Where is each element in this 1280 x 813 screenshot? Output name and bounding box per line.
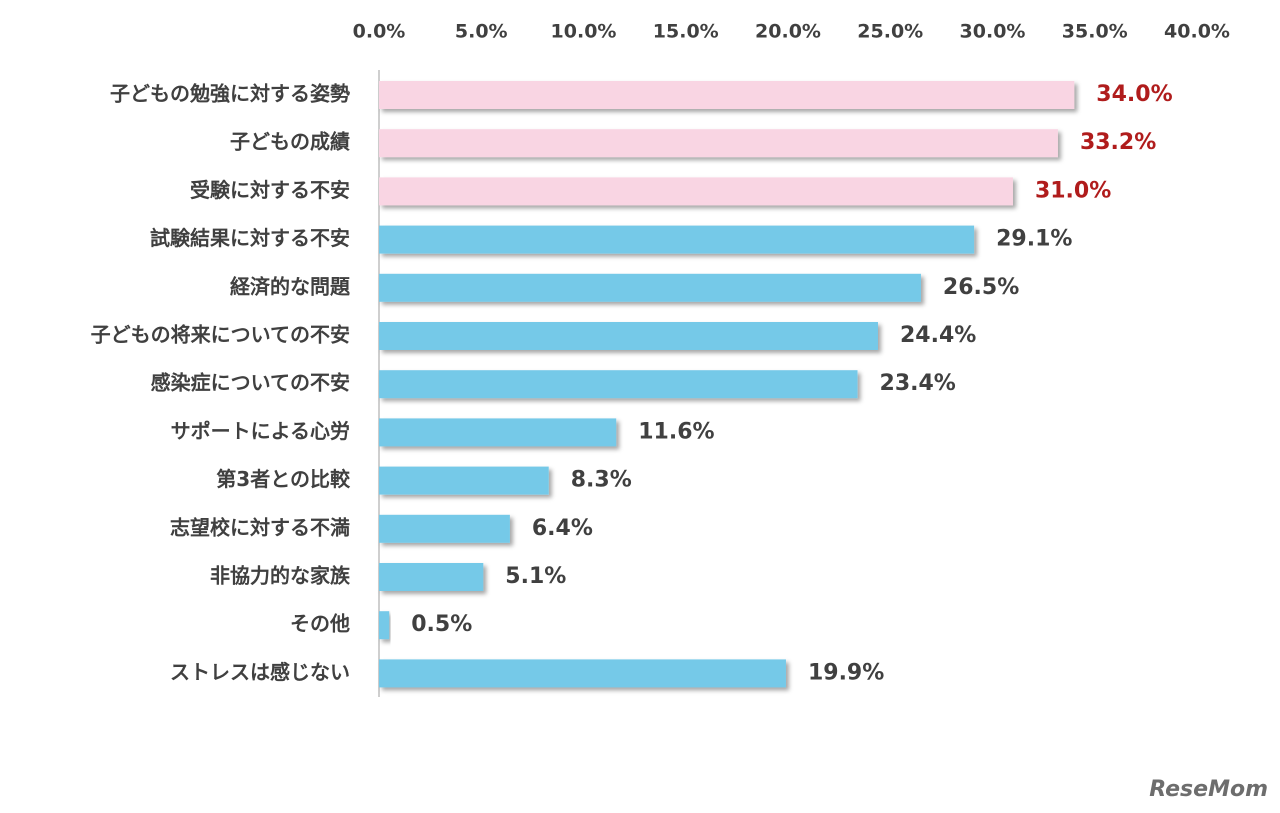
value-label: 6.4% bbox=[532, 516, 593, 541]
bar bbox=[379, 370, 858, 399]
bar bbox=[379, 81, 1075, 109]
value-label: 24.4% bbox=[900, 323, 976, 348]
bar bbox=[379, 322, 878, 350]
y-tick-label: サポートによる心労 bbox=[171, 419, 350, 443]
y-tick-label: 第3者との比較 bbox=[216, 467, 351, 491]
y-tick-label: 経済的な問題 bbox=[230, 274, 351, 298]
watermark: ReseMom bbox=[1149, 777, 1268, 802]
x-tick-label: 0.0% bbox=[353, 21, 406, 43]
y-tick-label: 志望校に対する不満 bbox=[170, 515, 350, 539]
x-tick-label: 40.0% bbox=[1164, 21, 1230, 43]
bar bbox=[379, 273, 921, 302]
x-tick-label: 5.0% bbox=[455, 21, 508, 43]
y-tick-label: 子どもの勉強に対する姿勢 bbox=[110, 82, 350, 106]
x-tick-label: 30.0% bbox=[960, 21, 1026, 43]
y-tick-label: その他 bbox=[290, 612, 350, 636]
bar bbox=[379, 177, 1013, 206]
x-tick-label: 35.0% bbox=[1062, 21, 1128, 43]
value-label: 0.5% bbox=[411, 612, 472, 637]
y-tick-label: 受験に対する不安 bbox=[190, 178, 350, 202]
y-tick-label: 子どもの成績 bbox=[230, 130, 350, 154]
bar bbox=[379, 418, 617, 447]
bar bbox=[379, 514, 510, 543]
value-label: 33.2% bbox=[1080, 130, 1156, 155]
y-tick-label: 子どもの将来についての不安 bbox=[91, 323, 350, 347]
x-tick-label: 15.0% bbox=[653, 21, 719, 43]
bar bbox=[379, 563, 484, 591]
value-label: 34.0% bbox=[1096, 82, 1172, 107]
value-label: 23.4% bbox=[880, 371, 956, 396]
bar bbox=[379, 225, 975, 254]
y-tick-label: 試験結果に対する不安 bbox=[150, 226, 350, 250]
value-label: 26.5% bbox=[943, 275, 1019, 300]
value-label: 29.1% bbox=[996, 227, 1072, 252]
x-tick-label: 10.0% bbox=[551, 21, 617, 43]
bar bbox=[379, 611, 390, 640]
value-label: 8.3% bbox=[571, 468, 632, 493]
bar bbox=[379, 129, 1058, 158]
value-label: 31.0% bbox=[1035, 178, 1111, 203]
y-tick-label: 非協力的な家族 bbox=[210, 564, 351, 588]
bar bbox=[379, 466, 549, 495]
x-tick-label: 20.0% bbox=[755, 21, 821, 43]
x-tick-label: 25.0% bbox=[857, 21, 923, 43]
value-label: 19.9% bbox=[808, 660, 884, 685]
y-tick-label: 感染症についての不安 bbox=[151, 371, 350, 395]
value-label: 11.6% bbox=[638, 419, 714, 444]
value-label: 5.1% bbox=[505, 564, 566, 589]
bar bbox=[379, 659, 786, 688]
y-tick-label: ストレスは感じない bbox=[170, 660, 350, 684]
